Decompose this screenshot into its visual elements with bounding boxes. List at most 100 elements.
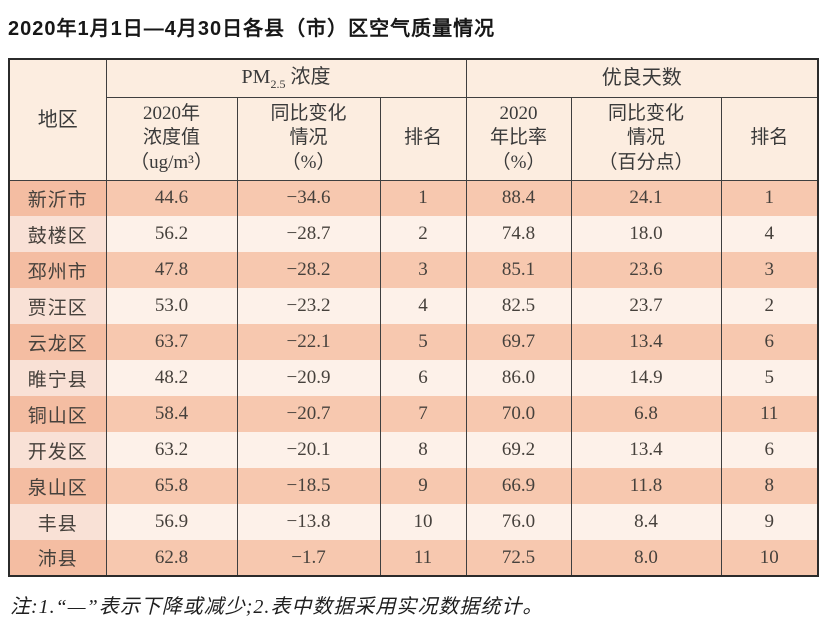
air-quality-table: 地区 PM2.5 浓度 优良天数 2020年 浓度值 （ug/m³） 同比变化 …	[8, 58, 820, 578]
pm25-change-cell: −34.6	[236, 180, 381, 217]
pm25-change-cell: −20.9	[236, 360, 381, 397]
good-change-cell: 23.7	[570, 288, 722, 325]
pm25-value-cell: 58.4	[105, 396, 238, 433]
table-row: 丰县 56.9 −13.8 10 76.0 8.4 9	[8, 504, 819, 541]
good-rate-cell: 66.9	[465, 468, 572, 505]
good-rank-cell: 4	[720, 216, 819, 253]
good-rate-cell: 70.0	[465, 396, 572, 433]
good-change-cell: 6.8	[570, 396, 722, 433]
table-header: 地区 PM2.5 浓度 优良天数 2020年 浓度值 （ug/m³） 同比变化 …	[8, 59, 819, 181]
pm25-value-cell: 63.2	[105, 432, 238, 469]
table-row: 邳州市 47.8 −28.2 3 85.1 23.6 3	[8, 252, 819, 289]
pm25-change-cell: −18.5	[236, 468, 381, 505]
page-title: 2020年1月1日—4月30日各县（市）区空气质量情况	[8, 18, 496, 40]
table-row: 鼓楼区 56.2 −28.7 2 74.8 18.0 4	[8, 216, 819, 253]
good-change-cell: 11.8	[570, 468, 722, 505]
region-cell: 睢宁县	[8, 360, 107, 397]
header-pm25-value: 2020年 浓度值 （ug/m³）	[105, 97, 238, 181]
good-change-cell: 8.4	[570, 504, 722, 541]
pm25-rank-cell: 4	[379, 288, 467, 325]
pm25-rank-cell: 3	[379, 252, 467, 289]
table-row: 新沂市 44.6 −34.6 1 88.4 24.1 1	[8, 180, 819, 217]
pm25-label-subscript: 2.5	[270, 77, 286, 91]
header-pm25-group: PM2.5 浓度	[105, 59, 467, 98]
good-change-cell: 14.9	[570, 360, 722, 397]
good-change-cell: 13.4	[570, 432, 722, 469]
pm25-change-cell: −1.7	[236, 540, 381, 577]
good-change-cell: 8.0	[570, 540, 722, 577]
pm25-rank-cell: 6	[379, 360, 467, 397]
region-cell: 丰县	[8, 504, 107, 541]
pm25-rank-cell: 10	[379, 504, 467, 541]
region-cell: 鼓楼区	[8, 216, 107, 253]
good-rate-cell: 86.0	[465, 360, 572, 397]
region-cell: 泉山区	[8, 468, 107, 505]
region-cell: 邳州市	[8, 252, 107, 289]
good-rate-cell: 74.8	[465, 216, 572, 253]
header-good-change: 同比变化 情况 （百分点）	[570, 97, 722, 181]
table-row: 开发区 63.2 −20.1 8 69.2 13.4 6	[8, 432, 819, 469]
table-row: 铜山区 58.4 −20.7 7 70.0 6.8 11	[8, 396, 819, 433]
pm25-value-cell: 56.9	[105, 504, 238, 541]
pm25-value-cell: 65.8	[105, 468, 238, 505]
good-rank-cell: 2	[720, 288, 819, 325]
table-row: 睢宁县 48.2 −20.9 6 86.0 14.9 5	[8, 360, 819, 397]
good-rate-cell: 72.5	[465, 540, 572, 577]
region-cell: 云龙区	[8, 324, 107, 361]
footnote: 注:1.“—”表示下降或减少;2.表中数据采用实况数据统计。	[10, 596, 544, 619]
pm25-value-cell: 63.7	[105, 324, 238, 361]
pm25-change-cell: −13.8	[236, 504, 381, 541]
good-rate-cell: 69.7	[465, 324, 572, 361]
table-row: 沛县 62.8 −1.7 11 72.5 8.0 10	[8, 540, 819, 577]
pm25-value-cell: 47.8	[105, 252, 238, 289]
header-good-rate: 2020 年比率 （%）	[465, 97, 572, 181]
good-rate-cell: 76.0	[465, 504, 572, 541]
region-cell: 开发区	[8, 432, 107, 469]
good-rate-cell: 69.2	[465, 432, 572, 469]
pm25-rank-cell: 1	[379, 180, 467, 217]
header-group-row: 地区 PM2.5 浓度 优良天数	[8, 59, 819, 181]
table-row: 贾汪区 53.0 −23.2 4 82.5 23.7 2	[8, 288, 819, 325]
table-row: 云龙区 63.7 −22.1 5 69.7 13.4 6	[8, 324, 819, 361]
header-sub-row: 2020年 浓度值 （ug/m³） 同比变化 情况 （%） 排名 2020 年比…	[9, 97, 819, 181]
pm25-change-cell: −28.2	[236, 252, 381, 289]
header-region: 地区	[8, 59, 107, 181]
good-rank-cell: 3	[720, 252, 819, 289]
pm25-rank-cell: 9	[379, 468, 467, 505]
region-cell: 沛县	[8, 540, 107, 577]
pm25-value-cell: 44.6	[105, 180, 238, 217]
table-body: 新沂市 44.6 −34.6 1 88.4 24.1 1 鼓楼区 56.2 −2…	[8, 180, 819, 577]
pm25-value-cell: 48.2	[105, 360, 238, 397]
region-cell: 铜山区	[8, 396, 107, 433]
pm25-value-cell: 53.0	[105, 288, 238, 325]
pm25-change-cell: −28.7	[236, 216, 381, 253]
pm25-change-cell: −20.7	[236, 396, 381, 433]
pm25-rank-cell: 2	[379, 216, 467, 253]
pm25-value-cell: 56.2	[105, 216, 238, 253]
good-rank-cell: 8	[720, 468, 819, 505]
good-rank-cell: 11	[720, 396, 819, 433]
good-change-cell: 24.1	[570, 180, 722, 217]
good-change-cell: 13.4	[570, 324, 722, 361]
pm25-label-suffix: 浓度	[285, 66, 331, 88]
good-rank-cell: 6	[720, 432, 819, 469]
pm25-rank-cell: 5	[379, 324, 467, 361]
good-rate-cell: 85.1	[465, 252, 572, 289]
good-rank-cell: 1	[720, 180, 819, 217]
header-good-days-group: 优良天数	[465, 59, 819, 98]
good-rank-cell: 5	[720, 360, 819, 397]
region-cell: 新沂市	[8, 180, 107, 217]
pm25-rank-cell: 8	[379, 432, 467, 469]
pm25-change-cell: −20.1	[236, 432, 381, 469]
good-rank-cell: 9	[720, 504, 819, 541]
header-pm25-change: 同比变化 情况 （%）	[236, 97, 381, 181]
good-rate-cell: 82.5	[465, 288, 572, 325]
region-cell: 贾汪区	[8, 288, 107, 325]
good-rate-cell: 88.4	[465, 180, 572, 217]
good-rank-cell: 6	[720, 324, 819, 361]
good-rank-cell: 10	[720, 540, 819, 577]
pm25-change-cell: −23.2	[236, 288, 381, 325]
pm25-rank-cell: 11	[379, 540, 467, 577]
pm25-rank-cell: 7	[379, 396, 467, 433]
